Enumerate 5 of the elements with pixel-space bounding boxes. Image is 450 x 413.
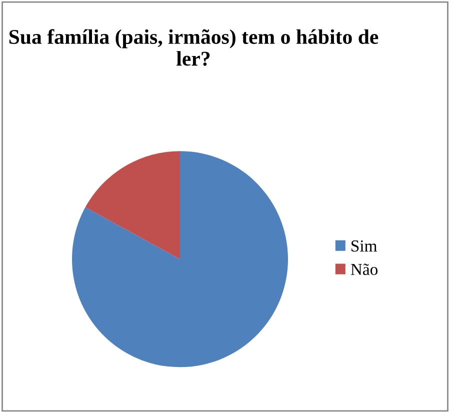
pie-slice [72, 151, 288, 368]
legend-label: Não [350, 264, 378, 276]
pie-slice [85, 151, 180, 260]
legend-label: Sim [352, 240, 378, 252]
chart-title: Sua família (pais, irmãos) tem o hábito de ler? [9, 29, 378, 66]
